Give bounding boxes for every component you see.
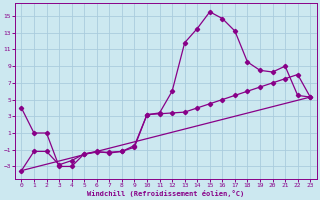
X-axis label: Windchill (Refroidissement éolien,°C): Windchill (Refroidissement éolien,°C)	[87, 190, 244, 197]
